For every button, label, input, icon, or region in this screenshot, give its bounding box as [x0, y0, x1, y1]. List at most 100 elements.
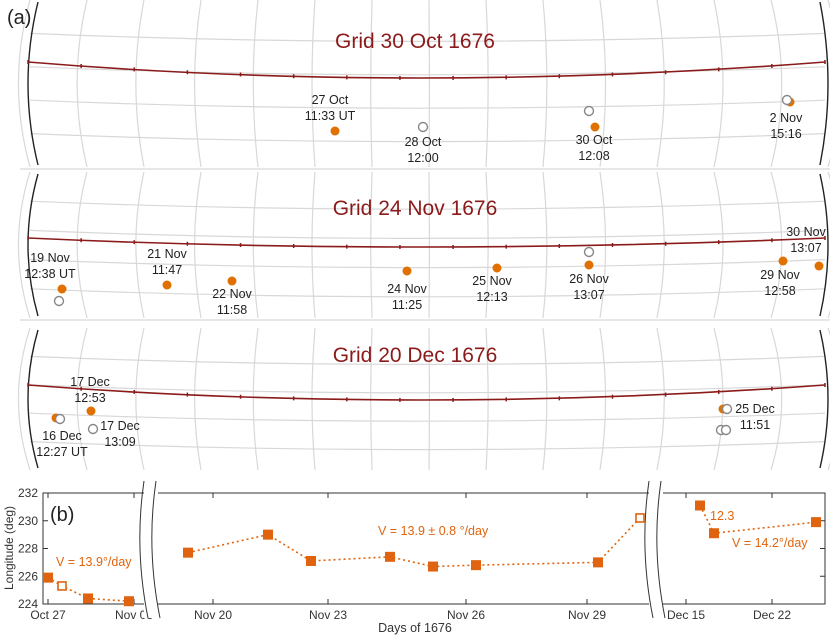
data-point: [124, 596, 134, 607]
p-22nov-label: 22 Nov: [212, 287, 252, 301]
p-19nov-label: 19 Nov: [30, 251, 70, 265]
x-tick-label: Nov 20: [194, 608, 232, 622]
axis-break-curve: [151, 480, 161, 619]
p-27oct-label: 27 Oct: [312, 93, 349, 107]
grid-title: Grid 24 Nov 1676: [333, 197, 498, 220]
chart-frame: [42, 492, 826, 605]
ecliptic-line: [27, 237, 826, 248]
grid-parallel: [29, 200, 826, 210]
grid-meridian: [542, 0, 548, 168]
grid-meridian: [599, 0, 607, 168]
p-27oct-label: 11:33 UT: [305, 109, 356, 123]
grid-meridian: [76, 0, 88, 168]
x-tick-label: Nov 26: [447, 608, 485, 622]
grid-left-edge: [27, 173, 39, 317]
p-17dec-a-dot: [86, 406, 96, 416]
grid-meridian: [485, 0, 489, 168]
grid-parallel: [29, 288, 826, 298]
grid-parallel: [29, 384, 826, 394]
grid-parallel: [29, 259, 826, 269]
p-28oct-label: 28 Oct: [405, 135, 442, 149]
p-25dec-open3-open-circle: [720, 424, 732, 436]
p-22nov-dot: [227, 276, 237, 286]
grid-parallel: [29, 32, 826, 42]
x-tick-label: Oct 27: [30, 608, 66, 622]
p-22nov-label: 11:58: [217, 303, 247, 317]
data-point: [593, 557, 603, 568]
grid-title: Grid 30 Oct 1676: [335, 30, 495, 53]
grid-meridian: [194, 171, 202, 319]
p-29nov-label: 29 Nov: [760, 268, 800, 282]
panel-a-label: (a): [7, 7, 31, 29]
grid-meridian: [311, 171, 316, 319]
p-19nov-label: 12:38 UT: [24, 267, 76, 281]
grid-meridian: [17, 327, 31, 471]
p-30nov-dot: [814, 261, 824, 271]
y-tick-label: 232: [18, 486, 38, 500]
grid-right-edge: [819, 173, 829, 317]
grid-meridian: [656, 171, 665, 319]
y-tick-label: 228: [18, 542, 38, 556]
p-17dec-b-label: 13:09: [104, 435, 135, 449]
grid-parallel: [29, 355, 826, 365]
p-21nov-label: 21 Nov: [147, 247, 187, 261]
grid-meridian: [17, 171, 31, 319]
p-25nov-label: 25 Nov: [472, 274, 512, 288]
grid-meridian: [76, 327, 88, 471]
p-26nov-open-open-circle: [583, 246, 595, 258]
p-16dec-label: 12:27 UT: [36, 445, 88, 459]
p-17dec-a-label: 12:53: [74, 391, 105, 405]
p-2nov-label: 2 Nov: [770, 111, 803, 125]
p-26nov-label: 13:07: [573, 288, 604, 302]
velocity-annotation: V = 13.9°/day: [56, 555, 132, 569]
data-point: [43, 572, 53, 583]
grid-meridian: [713, 327, 724, 471]
grid-meridian: [770, 327, 783, 471]
grid-parallel: [29, 133, 826, 143]
p-30nov-label: 13:07: [790, 241, 821, 255]
panel-b-chart: 224 226 228 230 232 Oct 27 Nov 03 Nov 20 Nov 23 N…: [2, 480, 826, 635]
panel-a: Grid 30 Oct 1676 27 Oct 11:33 UT 28 Oct 12:0…: [7, 0, 830, 471]
p-21nov-dot: [162, 280, 172, 290]
p-19nov-open-open-circle: [53, 295, 65, 307]
grid-meridian: [76, 171, 88, 319]
p-27oct-dot: [330, 126, 340, 136]
data-point: [306, 555, 316, 566]
data-point: [183, 547, 193, 558]
grid-meridian: [713, 0, 724, 168]
data-point: [811, 517, 821, 528]
p-25dec-label: 25 Dec: [735, 402, 775, 416]
p-30oct-open-open-circle: [583, 105, 595, 117]
x-tick-label: Nov 29: [568, 608, 606, 622]
grid-parallel: [29, 441, 826, 451]
data-point: [695, 500, 705, 511]
y-tick-label: 230: [18, 514, 38, 528]
y-tick-label: 224: [18, 597, 38, 611]
grid-meridian: [770, 0, 783, 168]
grid-meridian: [17, 0, 31, 168]
p-16dec-label: 16 Dec: [42, 429, 82, 443]
p-28oct-label: 12:00: [407, 151, 438, 165]
p-26nov-dot: [584, 260, 594, 270]
grid-right-edge: [819, 1, 829, 166]
grid-meridian: [542, 171, 548, 319]
p-25nov-dot: [492, 263, 502, 273]
data-point: [709, 528, 719, 539]
x-tick-label: Dec 15: [667, 608, 705, 622]
grid-meridian: [194, 0, 202, 168]
p-28oct-open-circle: [417, 121, 429, 133]
p-21nov-label: 11:47: [152, 263, 182, 277]
grid-meridian: [370, 171, 373, 319]
p-25nov-label: 12:13: [476, 290, 507, 304]
grid-meridian: [656, 327, 665, 471]
grid-meridian: [135, 327, 145, 471]
grid-meridian: [252, 327, 259, 471]
grid-meridian: [599, 327, 607, 471]
grid-meridian: [770, 171, 783, 319]
x-axis-label: Days of 1676: [378, 621, 452, 635]
p-2nov-open-open-circle: [781, 94, 793, 106]
grid-meridian: [252, 0, 259, 168]
grid-meridian: [713, 171, 724, 319]
p-17dec-b-open-circle: [87, 423, 99, 435]
grid-meridian: [656, 0, 665, 168]
